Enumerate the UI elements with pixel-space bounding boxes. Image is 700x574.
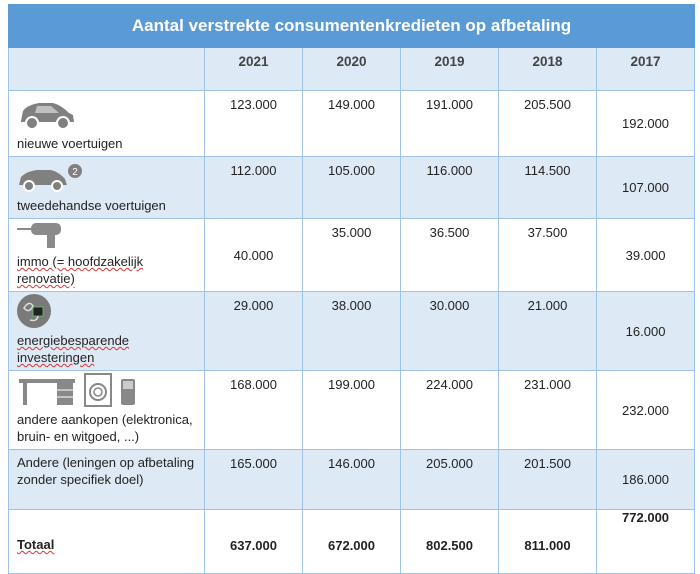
value-cell-2020: 35.000 (302, 218, 401, 292)
value-cell-2018: 114.500 (498, 156, 597, 219)
table-row: energiebesparende investeringen 29.000 38.… (8, 291, 696, 371)
row-label: andere aankopen (elektronica, bruin- en … (17, 412, 193, 444)
header-empty (8, 47, 205, 91)
value-cell-2020: 199.000 (302, 370, 401, 450)
row-label-cell: 2 tweedehandse voertuigen (8, 156, 205, 219)
table-row: andere aankopen (elektronica, bruin- en … (8, 370, 696, 450)
row-label-cell: Andere (leningen op afbetaling zonder sp… (8, 449, 205, 510)
value-cell-2018: 37.500 (498, 218, 597, 292)
row-label-cell: energiebesparende investeringen (8, 291, 205, 371)
value-cell-2018: 231.000 (498, 370, 597, 450)
row-label: energiebesparende investeringen (17, 333, 130, 365)
value-cell-2018: 201.500 (498, 449, 597, 510)
year-header-2019: 2019 (400, 47, 499, 91)
value-cell-2021: 40.000 (204, 218, 303, 292)
table-row: nieuwe voertuigen 123.000 149.000 191.000 20… (8, 90, 696, 157)
table-row: 2 tweedehandse voertuigen 112.000 105.000 11… (8, 156, 696, 219)
year-header-2021: 2021 (204, 47, 303, 91)
value-cell-2017: 107.000 (595, 156, 696, 219)
value-cell-2018: 205.500 (498, 90, 597, 157)
year-header-2018: 2018 (498, 47, 597, 91)
value-cell-2021: 165.000 (204, 449, 303, 510)
credit-table-container: Aantal verstrekte consumentenkredieten o… (7, 4, 696, 574)
total-row: Totaal 637.000 672.000 802.500 811.000 772.00… (8, 509, 696, 574)
row-label: nieuwe voertuigen (17, 136, 123, 151)
total-value-2018: 811.000 (498, 509, 597, 574)
row-label-cell: andere aankopen (elektronica, bruin- en … (8, 370, 205, 450)
table-row: Andere (leningen op afbetaling zonder sp… (8, 449, 696, 510)
row-label: Andere (leningen op afbetaling zonder sp… (17, 455, 195, 487)
value-cell-2020: 146.000 (302, 449, 401, 510)
total-value-2020: 672.000 (302, 509, 401, 574)
drill-icon (17, 221, 196, 249)
value-cell-2019: 224.000 (400, 370, 499, 450)
value-cell-2019: 30.000 (400, 291, 499, 371)
value-cell-2020: 149.000 (302, 90, 401, 157)
value-cell-2017: 39.000 (595, 218, 696, 292)
used-car-icon: 2 (17, 163, 196, 193)
car-icon (17, 97, 196, 131)
table-row: immo (= hoofdzakelijk renovatie) 40.000 35… (8, 218, 696, 292)
value-cell-2017: 16.000 (595, 291, 696, 371)
value-cell-2019: 116.000 (400, 156, 499, 219)
total-value-2021: 637.000 (204, 509, 303, 574)
value-cell-2017: 192.000 (595, 90, 696, 157)
value-cell-2017: 232.000 (595, 370, 696, 450)
value-cell-2020: 38.000 (302, 291, 401, 371)
row-label-cell: nieuwe voertuigen (8, 90, 205, 157)
value-cell-2019: 191.000 (400, 90, 499, 157)
total-value-2017: 772.000 (595, 509, 696, 574)
appliances-icon (17, 373, 196, 407)
credit-table: Aantal verstrekte consumentenkredieten o… (7, 4, 696, 574)
energy-plug-icon (17, 294, 196, 328)
year-header-2017: 2017 (595, 47, 696, 91)
total-label-text: Totaal (17, 537, 55, 552)
table-title: Aantal verstrekte consumentenkredieten o… (7, 4, 696, 48)
value-cell-2021: 168.000 (204, 370, 303, 450)
value-cell-2017: 186.000 (595, 449, 696, 510)
total-value-2019: 802.500 (400, 509, 499, 574)
total-label: Totaal (8, 509, 205, 574)
value-cell-2019: 36.500 (400, 218, 499, 292)
year-header-2020: 2020 (302, 47, 401, 91)
header-row: 2021 2020 2019 2018 2017 (8, 47, 696, 91)
svg-text:2: 2 (72, 167, 78, 178)
row-label: immo (= hoofdzakelijk renovatie) (17, 254, 144, 286)
row-label: tweedehandse voertuigen (17, 198, 166, 213)
value-cell-2019: 205.000 (400, 449, 499, 510)
value-cell-2018: 21.000 (498, 291, 597, 371)
value-cell-2021: 29.000 (204, 291, 303, 371)
row-label-cell: immo (= hoofdzakelijk renovatie) (8, 218, 205, 292)
value-cell-2021: 123.000 (204, 90, 303, 157)
value-cell-2021: 112.000 (204, 156, 303, 219)
value-cell-2020: 105.000 (302, 156, 401, 219)
